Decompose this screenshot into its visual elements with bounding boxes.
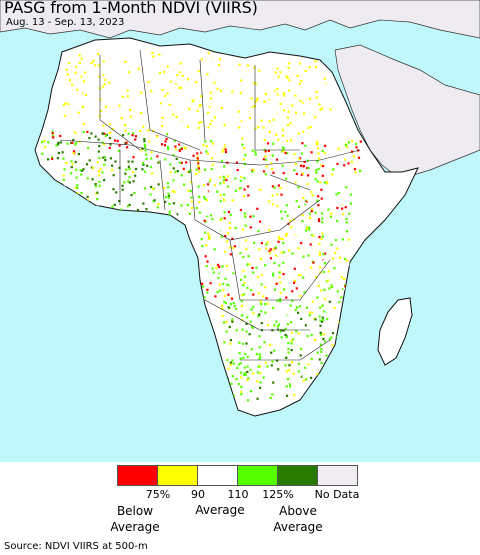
legend-caption-below-average: Below Average	[110, 504, 160, 534]
legend-tick-no-data: No Data	[314, 488, 360, 501]
legend-swatch-above-125	[278, 466, 318, 485]
arabian-peninsula	[334, 44, 480, 177]
legend-caption-average: Average	[195, 503, 245, 517]
legend-colorbar	[117, 465, 358, 486]
vegetation-anomaly-layer	[41, 50, 362, 403]
legend-swatch-below-75	[118, 466, 158, 485]
date-range: Aug. 13 - Sep. 13, 2023	[6, 17, 125, 28]
source-credit: Source: NDVI VIIRS at 500-m	[4, 541, 148, 552]
europe-landmass	[0, 0, 480, 39]
africa-ndvi-map	[0, 0, 480, 462]
legend-tick-125: 125%	[262, 488, 294, 501]
legend-caption-above-average: Above Average	[273, 504, 323, 534]
legend-tick-75: 75%	[145, 488, 171, 501]
madagascar	[377, 297, 413, 366]
legend-swatch-75-90	[158, 466, 198, 485]
legend-tick-90: 90	[191, 488, 205, 501]
legend-swatch-90-110	[198, 466, 238, 485]
page-title: PASG from 1-Month NDVI (VIIRS)	[4, 0, 258, 17]
legend-tick-110: 110	[227, 488, 249, 501]
legend-swatch-110-125	[238, 466, 278, 485]
legend-swatch-no-data	[318, 466, 357, 485]
country-borders	[59, 49, 361, 361]
